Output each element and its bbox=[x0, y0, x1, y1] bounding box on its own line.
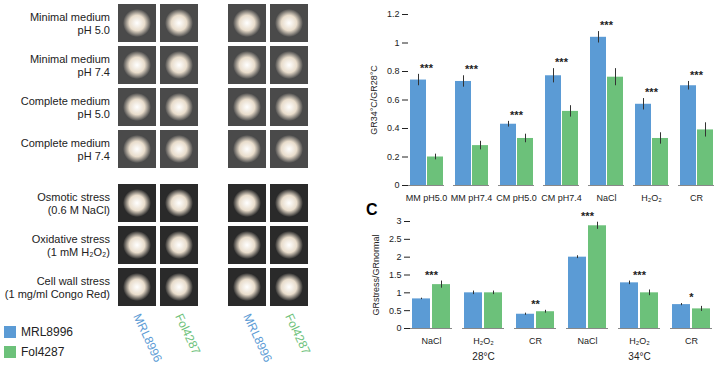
svg-text:***: *** bbox=[633, 269, 647, 281]
svg-text:MM pH7.4: MM pH7.4 bbox=[451, 193, 493, 203]
svg-text:1.2: 1.2 bbox=[387, 9, 400, 19]
svg-text:Fol4287: Fol4287 bbox=[172, 311, 203, 357]
svg-text:***: *** bbox=[510, 109, 524, 121]
svg-text:NaCl: NaCl bbox=[596, 193, 616, 203]
svg-text:H₂O₂: H₂O₂ bbox=[473, 336, 494, 346]
svg-text:***: *** bbox=[645, 86, 659, 98]
svg-text:0.4: 0.4 bbox=[387, 123, 400, 133]
svg-text:2.5: 2.5 bbox=[389, 234, 402, 244]
svg-text:*: * bbox=[689, 291, 694, 303]
svg-text:CM pH7.4: CM pH7.4 bbox=[541, 193, 582, 203]
svg-text:Complete mediumpH 7.4: Complete mediumpH 7.4 bbox=[21, 137, 110, 162]
svg-text:***: *** bbox=[600, 19, 614, 31]
svg-text:Osmotic stress(0.6 M NaCl): Osmotic stress(0.6 M NaCl) bbox=[37, 191, 110, 216]
svg-text:0: 0 bbox=[396, 323, 401, 333]
svg-text:0.5: 0.5 bbox=[389, 306, 402, 316]
svg-text:***: *** bbox=[690, 69, 704, 81]
svg-text:1: 1 bbox=[396, 288, 401, 298]
svg-text:***: *** bbox=[425, 269, 439, 281]
svg-text:1.5: 1.5 bbox=[389, 270, 402, 280]
svg-text:MRL8996: MRL8996 bbox=[240, 311, 275, 364]
svg-text:***: *** bbox=[420, 62, 434, 74]
html-text:C: C bbox=[366, 201, 378, 218]
svg-text:CR: CR bbox=[685, 336, 698, 346]
svg-text:Minimal mediumpH 7.4: Minimal mediumpH 7.4 bbox=[30, 53, 110, 78]
svg-text:28°C: 28°C bbox=[472, 351, 494, 362]
svg-text:MRL8996: MRL8996 bbox=[130, 311, 165, 364]
svg-text:Minimal mediumpH 5.0: Minimal mediumpH 5.0 bbox=[30, 11, 110, 36]
svg-text:**: ** bbox=[531, 298, 540, 310]
svg-text:3: 3 bbox=[396, 216, 401, 226]
svg-text:Fol4287: Fol4287 bbox=[21, 345, 65, 359]
svg-text:Fol4287: Fol4287 bbox=[282, 311, 313, 357]
svg-text:34°C: 34°C bbox=[628, 351, 650, 362]
svg-text:MRL8996: MRL8996 bbox=[21, 325, 73, 339]
svg-text:Oxidative stress(1 mM H₂O₂): Oxidative stress(1 mM H₂O₂) bbox=[32, 233, 111, 258]
svg-text:***: *** bbox=[581, 210, 595, 222]
svg-text:***: *** bbox=[555, 56, 569, 68]
svg-text:0: 0 bbox=[394, 180, 399, 190]
svg-text:CM pH5.0: CM pH5.0 bbox=[496, 193, 537, 203]
svg-text:NaCl: NaCl bbox=[577, 336, 597, 346]
svg-text:H₂O₂: H₂O₂ bbox=[629, 336, 650, 346]
svg-text:CR: CR bbox=[529, 336, 542, 346]
svg-text:Cell wall stress(1 mg/ml Congo: Cell wall stress(1 mg/ml Congo Red) bbox=[5, 275, 111, 300]
svg-text:GR34°C/GR28°C: GR34°C/GR28°C bbox=[369, 65, 379, 135]
svg-text:MM pH5.0: MM pH5.0 bbox=[406, 193, 448, 203]
svg-text:0.8: 0.8 bbox=[387, 66, 400, 76]
svg-text:CR: CR bbox=[690, 193, 703, 203]
svg-text:0.2: 0.2 bbox=[387, 152, 400, 162]
svg-text:Complete mediumpH 5.0: Complete mediumpH 5.0 bbox=[21, 95, 110, 120]
svg-text:NaCl: NaCl bbox=[421, 336, 441, 346]
svg-text:H₂O₂: H₂O₂ bbox=[641, 193, 662, 203]
svg-text:GRstress/GRnormal: GRstress/GRnormal bbox=[371, 234, 381, 315]
svg-text:0.6: 0.6 bbox=[387, 95, 400, 105]
svg-text:2: 2 bbox=[396, 252, 401, 262]
svg-text:1: 1 bbox=[394, 38, 399, 48]
svg-text:***: *** bbox=[465, 63, 479, 75]
